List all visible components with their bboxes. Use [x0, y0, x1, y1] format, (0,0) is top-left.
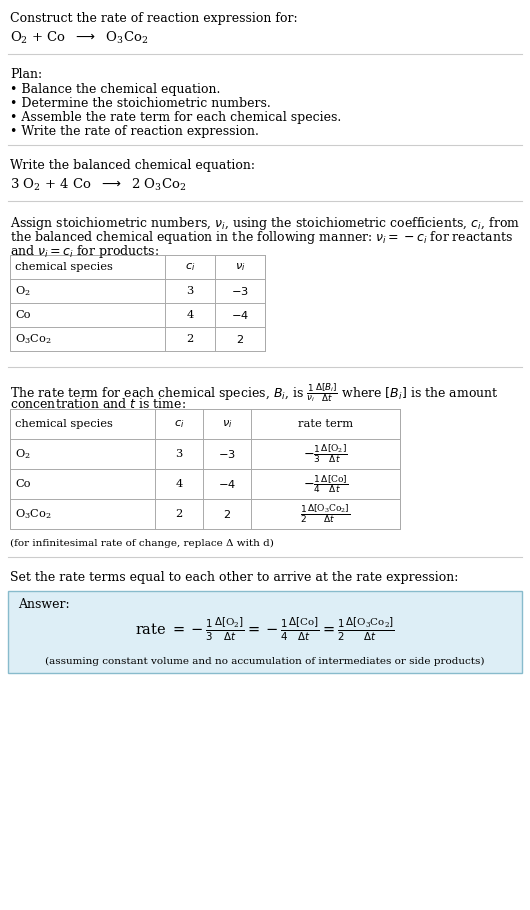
Text: and $\nu_i = c_i$ for products:: and $\nu_i = c_i$ for products:	[10, 243, 159, 260]
Text: 2: 2	[187, 334, 193, 344]
Text: chemical species: chemical species	[15, 262, 113, 272]
Text: $-4$: $-4$	[218, 478, 236, 490]
Text: 4: 4	[175, 479, 183, 489]
Text: $2$: $2$	[223, 508, 231, 520]
Text: $-\frac{1}{3}\frac{\Delta[\mathregular{O_2}]}{\Delta t}$: $-\frac{1}{3}\frac{\Delta[\mathregular{O…	[303, 442, 348, 465]
Text: chemical species: chemical species	[15, 419, 113, 429]
Text: Set the rate terms equal to each other to arrive at the rate expression:: Set the rate terms equal to each other t…	[10, 571, 458, 584]
Text: The rate term for each chemical species, $B_i$, is $\frac{1}{\nu_i}\frac{\Delta[: The rate term for each chemical species,…	[10, 381, 499, 404]
Text: 3 $\mathregular{O_2}$ + 4 Co  $\longrightarrow$  2 $\mathregular{O_3Co_2}$: 3 $\mathregular{O_2}$ + 4 Co $\longright…	[10, 177, 187, 193]
Text: $\mathregular{O_2}$: $\mathregular{O_2}$	[15, 284, 31, 298]
Text: 4: 4	[187, 310, 193, 320]
Text: $c_i$: $c_i$	[185, 261, 195, 273]
Text: • Balance the chemical equation.: • Balance the chemical equation.	[10, 83, 220, 96]
Text: $c_i$: $c_i$	[174, 418, 184, 430]
Bar	[10, 409, 400, 529]
Text: $\mathregular{O_2}$: $\mathregular{O_2}$	[15, 447, 31, 460]
Text: Answer:: Answer:	[18, 598, 69, 611]
Text: Plan:: Plan:	[10, 68, 42, 81]
Text: Construct the rate of reaction expression for:: Construct the rate of reaction expressio…	[10, 12, 298, 25]
Text: • Assemble the rate term for each chemical species.: • Assemble the rate term for each chemic…	[10, 111, 341, 124]
Text: $\frac{1}{2}\frac{\Delta[\mathregular{O_3Co_2}]}{\Delta t}$: $\frac{1}{2}\frac{\Delta[\mathregular{O_…	[301, 502, 351, 525]
Text: $\mathregular{O_2}$ + Co  $\longrightarrow$  $\mathregular{O_3Co_2}$: $\mathregular{O_2}$ + Co $\longrightarro…	[10, 30, 148, 46]
Text: $\mathregular{O_3Co_2}$: $\mathregular{O_3Co_2}$	[15, 332, 52, 346]
Text: $\nu_i$: $\nu_i$	[222, 418, 232, 430]
Text: $\nu_i$: $\nu_i$	[235, 261, 245, 273]
Text: $-\frac{1}{4}\frac{\Delta[\mathregular{Co}]}{\Delta t}$: $-\frac{1}{4}\frac{\Delta[\mathregular{C…	[303, 473, 348, 495]
Text: (for infinitesimal rate of change, replace Δ with d): (for infinitesimal rate of change, repla…	[10, 539, 274, 548]
Text: • Write the rate of reaction expression.: • Write the rate of reaction expression.	[10, 125, 259, 138]
Text: rate $= -\frac{1}{3}\frac{\Delta[\mathregular{O_2}]}{\Delta t} = -\frac{1}{4}\fr: rate $= -\frac{1}{3}\frac{\Delta[\mathre…	[135, 615, 395, 642]
Text: the balanced chemical equation in the following manner: $\nu_i = -c_i$ for react: the balanced chemical equation in the fo…	[10, 229, 513, 246]
Text: $\mathregular{O_3Co_2}$: $\mathregular{O_3Co_2}$	[15, 507, 52, 521]
Text: • Determine the stoichiometric numbers.: • Determine the stoichiometric numbers.	[10, 97, 271, 110]
Text: (assuming constant volume and no accumulation of intermediates or side products): (assuming constant volume and no accumul…	[45, 656, 485, 665]
Bar	[8, 591, 522, 673]
Text: 2: 2	[175, 509, 183, 519]
Text: 3: 3	[187, 286, 193, 296]
Text: Assign stoichiometric numbers, $\nu_i$, using the stoichiometric coefficients, $: Assign stoichiometric numbers, $\nu_i$, …	[10, 215, 520, 232]
Text: concentration and $t$ is time:: concentration and $t$ is time:	[10, 397, 186, 411]
Text: $-3$: $-3$	[218, 448, 236, 460]
Text: $2$: $2$	[236, 333, 244, 345]
Text: 3: 3	[175, 449, 183, 459]
Text: $-3$: $-3$	[231, 285, 249, 297]
Text: Write the balanced chemical equation:: Write the balanced chemical equation:	[10, 159, 255, 172]
Text: Co: Co	[15, 310, 31, 320]
Bar	[10, 255, 265, 351]
Text: $-4$: $-4$	[231, 309, 249, 321]
Text: Co: Co	[15, 479, 31, 489]
Text: rate term: rate term	[298, 419, 353, 429]
